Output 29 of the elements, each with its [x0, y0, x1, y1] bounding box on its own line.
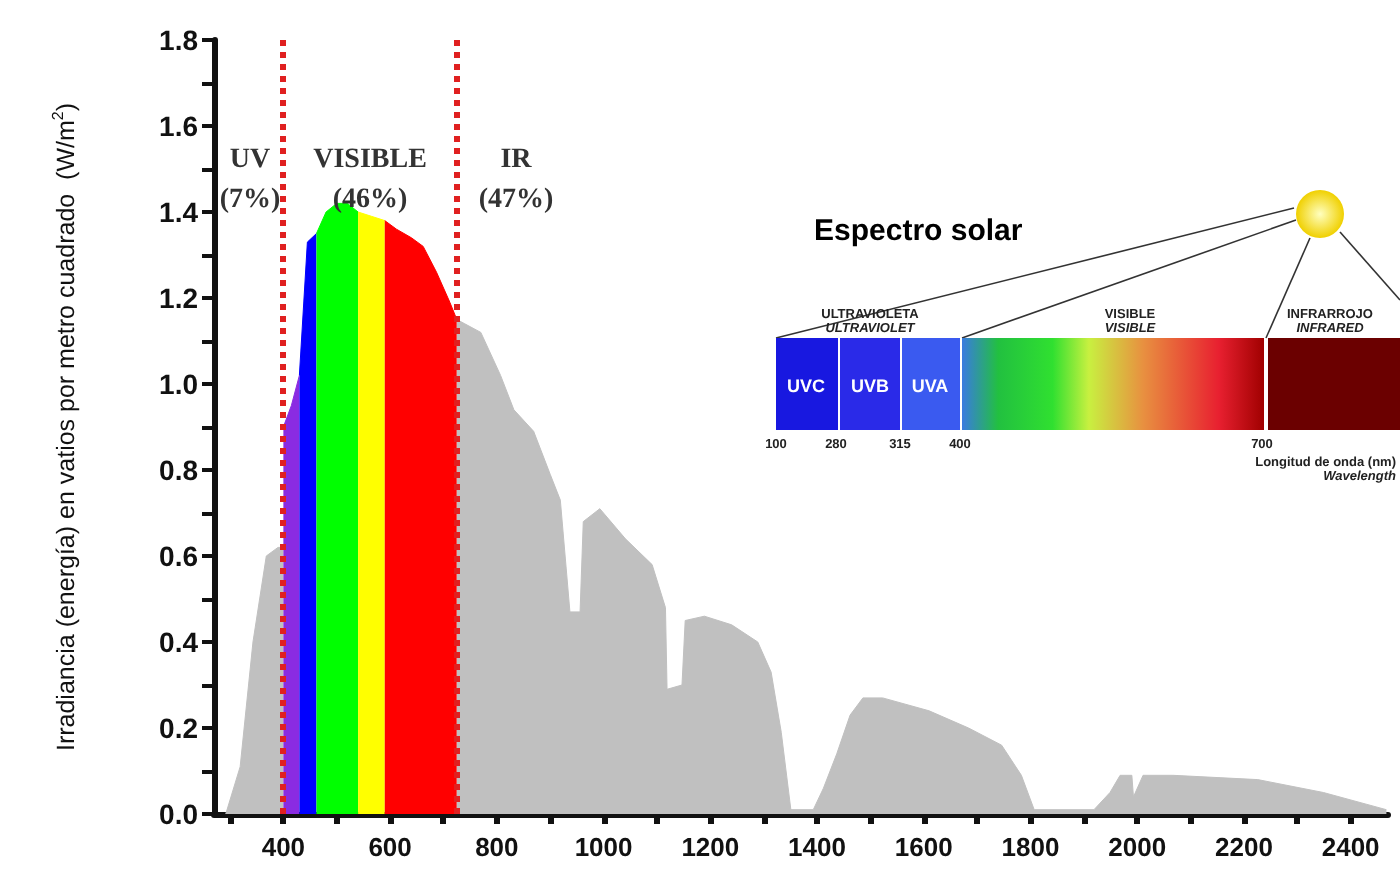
y-tick-label: 1.6 [159, 110, 199, 142]
y-tick-label: 0.8 [159, 454, 199, 486]
y-axis-title: Irradiancia (energía) en vatios por metro cuadrado (W/m2) [49, 102, 80, 752]
x-tick-label: 2200 [1215, 832, 1273, 862]
y-tick-label: 0.6 [159, 540, 199, 572]
x-tick-label: 1600 [894, 832, 953, 862]
annotation: UVB [850, 376, 890, 396]
annotation: Espectro solar [814, 214, 1023, 248]
annotation: IR (47%) [478, 145, 554, 215]
x-tick-label: 2000 [1108, 832, 1167, 862]
x-tick-label: 1800 [1001, 832, 1060, 862]
y-tick-label: 1.2 [159, 282, 199, 314]
x-tick-label: 1400 [788, 832, 846, 862]
x-tick-label: 800 [475, 832, 519, 862]
annotation: UVC [786, 376, 826, 396]
x-tick-label: 1200 [681, 832, 740, 862]
x-tick-label: 1000 [574, 832, 633, 862]
x-tick-label: 400 [261, 832, 306, 862]
x-tick-label: 600 [368, 832, 412, 862]
y-tick-label: 0.2 [159, 712, 199, 744]
y-tick-label: 1.0 [159, 368, 199, 400]
x-tick-label: 2400 [1321, 832, 1380, 862]
annotation: UVA [911, 376, 950, 396]
annotation: UV (7%) [219, 145, 281, 215]
y-tick-label: 0.4 [159, 626, 199, 658]
annotation: VISIBLE (46%) [313, 145, 427, 215]
y-tick-label: 1.8 [159, 24, 199, 56]
y-tick-label: 0.0 [159, 798, 199, 830]
y-tick-label: 1.4 [159, 196, 199, 228]
